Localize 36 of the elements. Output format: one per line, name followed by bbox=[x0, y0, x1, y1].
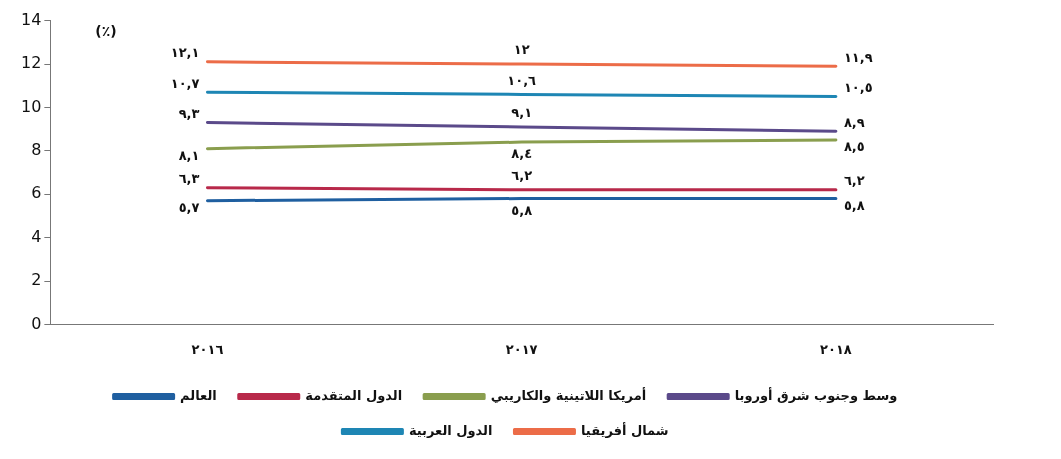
data-label: ١٠,٧ bbox=[170, 75, 200, 91]
data-label: ١٢ bbox=[513, 42, 530, 58]
data-label: ٨,٤ bbox=[511, 146, 533, 162]
x-tick-label: ٢٠١٧ bbox=[505, 341, 538, 357]
data-label: ٨,٩ bbox=[843, 114, 865, 130]
annotation: (٪) bbox=[95, 23, 117, 40]
data-label: ٥,٨ bbox=[843, 197, 865, 213]
legend-label: أمريكا اللاتينية والكاريبي bbox=[490, 386, 647, 403]
legend-label: شمال أفريقيا bbox=[580, 421, 669, 438]
data-label: ٥,٧ bbox=[178, 200, 200, 216]
legend-label: وسط وجنوب شرق أوروبا bbox=[734, 386, 898, 403]
data-label: ٦,٢ bbox=[843, 173, 865, 189]
data-label: ٩,٣ bbox=[178, 105, 200, 121]
y-tick-label: 12 bbox=[21, 53, 42, 73]
legend-label: الدول العربية bbox=[408, 422, 493, 438]
x-tick-label: ٢٠١٨ bbox=[820, 341, 852, 357]
x-tick-label: ٢٠١٦ bbox=[191, 341, 224, 357]
y-tick-label: 14 bbox=[21, 9, 42, 29]
y-tick-label: 4 bbox=[31, 226, 42, 246]
y-tick-label: 10 bbox=[21, 96, 42, 116]
data-label: ٦,٢ bbox=[511, 168, 533, 184]
data-label: ٩,١ bbox=[511, 105, 533, 121]
legend-label: الدول المتقدمة bbox=[305, 387, 403, 403]
y-tick-label: 0 bbox=[31, 313, 42, 333]
y-tick-label: 6 bbox=[31, 183, 42, 203]
data-label: ١١,٩ bbox=[843, 49, 873, 65]
data-label: ١٠,٦ bbox=[507, 72, 537, 88]
data-label: ٨,١ bbox=[178, 148, 200, 164]
data-label: ٨,٥ bbox=[843, 139, 865, 155]
y-tick-label: 2 bbox=[31, 270, 42, 290]
y-tick-label: 8 bbox=[31, 139, 42, 159]
data-label: ٦,٣ bbox=[178, 171, 200, 187]
data-label: ٥,٨ bbox=[511, 202, 533, 218]
legend-label: العالم bbox=[180, 387, 217, 403]
data-label: ١٠,٥ bbox=[843, 79, 873, 95]
data-label: ١٢,١ bbox=[170, 45, 200, 61]
